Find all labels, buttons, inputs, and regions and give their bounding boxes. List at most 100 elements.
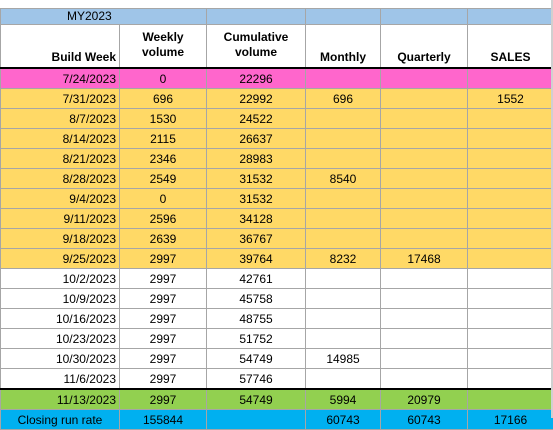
cell-cumulative-volume[interactable]: 22992 [207, 89, 306, 109]
cell-quarterly[interactable] [381, 309, 468, 329]
cell-monthly[interactable] [306, 309, 381, 329]
cell-build-week[interactable]: 7/31/2023 [1, 89, 120, 109]
cell-cumulative-volume[interactable]: 31532 [207, 169, 306, 189]
cell-quarterly[interactable] [381, 169, 468, 189]
cell-sales[interactable] [468, 349, 553, 369]
cell-weekly-volume[interactable]: 2997 [120, 389, 207, 410]
cell-build-week[interactable]: 8/14/2023 [1, 129, 120, 149]
cell-build-week[interactable]: 10/9/2023 [1, 289, 120, 309]
cell-build-week[interactable]: 11/6/2023 [1, 369, 120, 390]
cell-monthly[interactable]: 696 [306, 89, 381, 109]
cell-monthly[interactable]: 8540 [306, 169, 381, 189]
cell-build-week[interactable]: 8/28/2023 [1, 169, 120, 189]
cell-build-week[interactable]: 10/23/2023 [1, 329, 120, 349]
cell-build-week[interactable]: 9/4/2023 [1, 189, 120, 209]
cell-monthly[interactable]: 5994 [306, 389, 381, 410]
cell-build-week[interactable]: 9/11/2023 [1, 209, 120, 229]
cell-quarterly[interactable] [381, 89, 468, 109]
cell-monthly[interactable] [306, 209, 381, 229]
cell-build-week[interactable]: Closing run rate [1, 410, 120, 430]
cell-weekly-volume[interactable]: 2997 [120, 329, 207, 349]
cell-monthly[interactable] [306, 129, 381, 149]
cell-cumulative-volume[interactable]: 54749 [207, 349, 306, 369]
cell-weekly-volume[interactable]: 155844 [120, 410, 207, 430]
cell-monthly[interactable] [306, 229, 381, 249]
cell-weekly-volume[interactable]: 2997 [120, 349, 207, 369]
cell-sales[interactable] [468, 309, 553, 329]
cell-monthly[interactable] [306, 189, 381, 209]
cell-quarterly[interactable] [381, 68, 468, 89]
cell-sales[interactable] [468, 109, 553, 129]
cell-cumulative-volume[interactable]: 48755 [207, 309, 306, 329]
cell-weekly-volume[interactable]: 2639 [120, 229, 207, 249]
cell-sales[interactable] [468, 189, 553, 209]
cell-cumulative-volume[interactable]: 22296 [207, 68, 306, 89]
cell-sales[interactable] [468, 369, 553, 390]
cell-weekly-volume[interactable]: 2346 [120, 149, 207, 169]
cell-cumulative-volume[interactable]: 39764 [207, 249, 306, 269]
cell-weekly-volume[interactable]: 0 [120, 189, 207, 209]
cell-build-week[interactable]: 8/21/2023 [1, 149, 120, 169]
cell-cumulative-volume[interactable]: 26637 [207, 129, 306, 149]
cell-cumulative-volume[interactable]: 45758 [207, 289, 306, 309]
cell-monthly[interactable]: 14985 [306, 349, 381, 369]
cell-cumulative-volume[interactable]: 57746 [207, 369, 306, 390]
cell-quarterly[interactable] [381, 369, 468, 390]
cell-build-week[interactable]: 10/2/2023 [1, 269, 120, 289]
cell-monthly[interactable] [306, 269, 381, 289]
header-cumulative-volume[interactable]: Cumulative volume [207, 25, 306, 69]
title-cell[interactable]: MY2023 [1, 9, 207, 25]
cell-weekly-volume[interactable]: 0 [120, 68, 207, 89]
cell-build-week[interactable]: 7/24/2023 [1, 68, 120, 89]
cell-sales[interactable] [468, 329, 553, 349]
cell-quarterly[interactable] [381, 209, 468, 229]
cell-build-week[interactable]: 10/30/2023 [1, 349, 120, 369]
cell-quarterly[interactable]: 60743 [381, 410, 468, 430]
cell-build-week[interactable]: 9/25/2023 [1, 249, 120, 269]
cell-sales[interactable] [468, 129, 553, 149]
cell-weekly-volume[interactable]: 1530 [120, 109, 207, 129]
cell-cumulative-volume[interactable]: 34128 [207, 209, 306, 229]
cell-cumulative-volume[interactable]: 24522 [207, 109, 306, 129]
cell-cumulative-volume[interactable]: 31532 [207, 189, 306, 209]
cell-monthly[interactable] [306, 369, 381, 390]
header-build-week[interactable]: Build Week [1, 25, 120, 69]
cell-sales[interactable]: 1552 [468, 89, 553, 109]
cell-sales[interactable] [468, 289, 553, 309]
header-weekly-volume[interactable]: Weekly volume [120, 25, 207, 69]
cell-quarterly[interactable] [381, 329, 468, 349]
cell-sales[interactable] [468, 169, 553, 189]
cell-quarterly[interactable]: 17468 [381, 249, 468, 269]
cell-monthly[interactable]: 8232 [306, 249, 381, 269]
cell-build-week[interactable]: 10/16/2023 [1, 309, 120, 329]
cell-quarterly[interactable] [381, 129, 468, 149]
cell-quarterly[interactable]: 20979 [381, 389, 468, 410]
cell-weekly-volume[interactable]: 2997 [120, 289, 207, 309]
header-sales[interactable]: SALES [468, 25, 553, 69]
cell-cumulative-volume[interactable]: 42761 [207, 269, 306, 289]
cell-build-week[interactable]: 11/13/2023 [1, 389, 120, 410]
cell-quarterly[interactable] [381, 149, 468, 169]
cell-quarterly[interactable] [381, 289, 468, 309]
cell-weekly-volume[interactable]: 2997 [120, 309, 207, 329]
cell-monthly[interactable] [306, 68, 381, 89]
cell-sales[interactable] [468, 389, 553, 410]
cell-weekly-volume[interactable]: 2997 [120, 369, 207, 390]
cell-cumulative-volume[interactable]: 51752 [207, 329, 306, 349]
cell-quarterly[interactable] [381, 349, 468, 369]
cell-weekly-volume[interactable]: 696 [120, 89, 207, 109]
cell-monthly[interactable] [306, 109, 381, 129]
cell-sales[interactable] [468, 68, 553, 89]
cell-cumulative-volume[interactable]: 28983 [207, 149, 306, 169]
cell-weekly-volume[interactable]: 2596 [120, 209, 207, 229]
cell-quarterly[interactable] [381, 109, 468, 129]
cell-cumulative-volume[interactable]: 54749 [207, 389, 306, 410]
cell-sales[interactable]: 17166 [468, 410, 553, 430]
cell-weekly-volume[interactable]: 2997 [120, 269, 207, 289]
cell-build-week[interactable]: 9/18/2023 [1, 229, 120, 249]
cell-weekly-volume[interactable]: 2997 [120, 249, 207, 269]
cell-weekly-volume[interactable]: 2549 [120, 169, 207, 189]
cell-cumulative-volume[interactable] [207, 410, 306, 430]
header-quarterly[interactable]: Quarterly [381, 25, 468, 69]
cell-weekly-volume[interactable]: 2115 [120, 129, 207, 149]
